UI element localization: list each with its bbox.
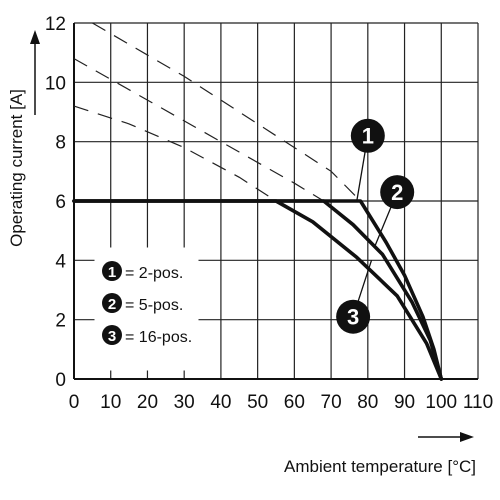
y-tick-label: 4	[55, 251, 66, 272]
x-axis-arrow-head	[460, 432, 474, 442]
marker-1-badge	[350, 118, 385, 153]
x-tick-label: 100	[425, 392, 457, 413]
series-1-dashed-line	[92, 22, 361, 202]
x-tick-label: 90	[394, 392, 415, 413]
x-tick-label: 20	[137, 392, 158, 413]
x-tick-label: 110	[463, 392, 493, 413]
marker-1-label: 1	[362, 124, 374, 149]
legend-badge-3	[102, 325, 122, 345]
marker-2-badge	[380, 175, 415, 210]
solid-curves	[72, 199, 444, 381]
y-axis-label: Operating current [A]	[7, 89, 26, 247]
y-tick-label: 6	[55, 192, 66, 213]
x-tick-label: 30	[174, 392, 195, 413]
y-tick-label: 12	[45, 14, 66, 35]
y-tick-label: 10	[45, 73, 66, 94]
y-axis-arrow-head	[30, 30, 40, 44]
axis-titles: Operating current [A] Ambient temperatur…	[7, 89, 476, 476]
x-tick-label: 50	[247, 392, 268, 413]
legend-entry-2: = 5-pos.	[125, 297, 183, 314]
x-tick-label: 0	[69, 392, 80, 413]
marker-2-label: 2	[391, 180, 403, 205]
y-tick-label: 2	[55, 311, 66, 332]
x-tick-label: 70	[321, 392, 342, 413]
series-2-dashed-line	[73, 58, 325, 202]
legend-badge-label: 1	[108, 264, 116, 281]
x-tick-label: 40	[210, 392, 231, 413]
legend-badge-label: 2	[108, 296, 116, 313]
x-tick-label: 80	[357, 392, 378, 413]
legend-entry-3: = 16-pos.	[125, 329, 192, 346]
legend-badge-2	[102, 293, 122, 313]
legend: 1 = 2-pos. 2 = 5-pos. 3 = 16-pos.	[94, 247, 199, 371]
legend-badge-label: 3	[108, 328, 116, 345]
y-tick-label: 0	[55, 370, 66, 391]
x-tick-label: 60	[284, 392, 305, 413]
y-tick-label: 8	[55, 133, 66, 154]
dashed-curves	[73, 22, 361, 202]
series-2-line	[72, 199, 444, 381]
series-3-line	[72, 199, 444, 381]
series-3-dashed-line	[73, 105, 277, 202]
x-tick-label: 10	[100, 392, 121, 413]
curve-markers: 1 2 3	[336, 118, 415, 334]
marker-3-label: 3	[347, 305, 359, 330]
legend-badge-1	[102, 261, 122, 281]
axis-arrows	[30, 30, 474, 442]
marker-3-badge	[336, 299, 371, 334]
x-axis-label: Ambient temperature [°C]	[284, 457, 476, 476]
legend-entry-1: = 2-pos.	[125, 265, 183, 282]
